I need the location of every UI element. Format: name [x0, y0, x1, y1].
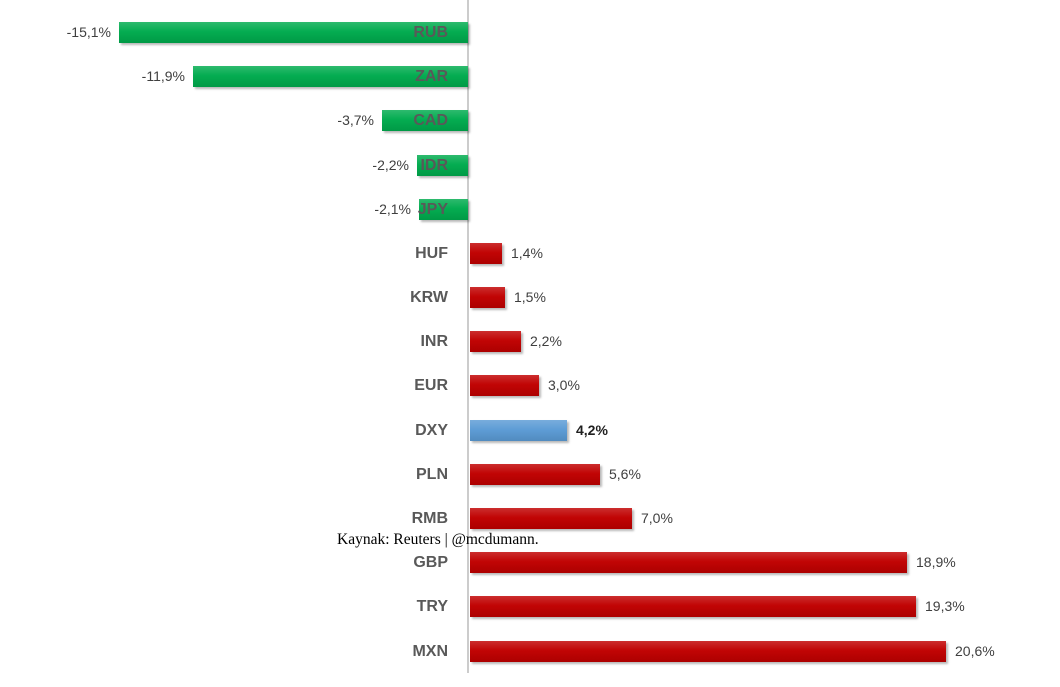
bar-rmb — [470, 508, 632, 529]
value-label-pln: 5,6% — [609, 466, 641, 482]
category-label-rmb: RMB — [411, 510, 448, 527]
value-label-mxn: 20,6% — [955, 643, 995, 659]
bar-eur — [470, 375, 539, 396]
value-label-try: 19,3% — [925, 598, 965, 614]
bar-pln — [470, 464, 600, 485]
y-axis-line — [467, 0, 469, 673]
value-label-krw: 1,5% — [514, 289, 546, 305]
bar-cad — [382, 110, 468, 131]
value-label-dxy: 4,2% — [576, 422, 608, 438]
category-label-gbp: GBP — [413, 554, 448, 571]
bar-try — [470, 596, 916, 617]
category-label-inr: INR — [420, 333, 448, 350]
bar-gbp — [470, 552, 907, 573]
bar-rub — [119, 22, 468, 43]
value-label-jpy: -2,1% — [374, 201, 411, 217]
value-label-huf: 1,4% — [511, 245, 543, 261]
category-label-eur: EUR — [414, 377, 448, 394]
value-label-gbp: 18,9% — [916, 554, 956, 570]
category-label-pln: PLN — [416, 466, 448, 483]
category-label-dxy: DXY — [415, 422, 448, 439]
value-label-cad: -3,7% — [337, 112, 374, 128]
value-label-rmb: 7,0% — [641, 510, 673, 526]
bar-dxy — [470, 420, 567, 441]
bar-inr — [470, 331, 521, 352]
bar-jpy — [419, 199, 468, 220]
value-label-zar: -11,9% — [141, 68, 185, 84]
bar-zar — [193, 66, 468, 87]
bar-krw — [470, 287, 505, 308]
bar-idr — [417, 155, 468, 176]
category-label-try: TRY — [416, 598, 448, 615]
category-label-krw: KRW — [410, 289, 448, 306]
bar-mxn — [470, 641, 946, 662]
category-label-zar: ZAR — [415, 68, 448, 85]
bar-huf — [470, 243, 502, 264]
value-label-inr: 2,2% — [530, 333, 562, 349]
source-annotation: Kaynak: Reuters | @mcdumann. — [337, 531, 539, 548]
category-label-idr: IDR — [420, 157, 448, 174]
category-label-huf: HUF — [415, 245, 448, 262]
category-label-jpy: JPY — [417, 201, 448, 218]
category-label-rub: RUB — [413, 24, 448, 41]
value-label-rub: -15,1% — [66, 24, 111, 40]
category-label-cad: CAD — [413, 112, 448, 129]
category-label-mxn: MXN — [412, 643, 448, 660]
value-label-idr: -2,2% — [372, 157, 409, 173]
value-label-eur: 3,0% — [548, 377, 580, 393]
